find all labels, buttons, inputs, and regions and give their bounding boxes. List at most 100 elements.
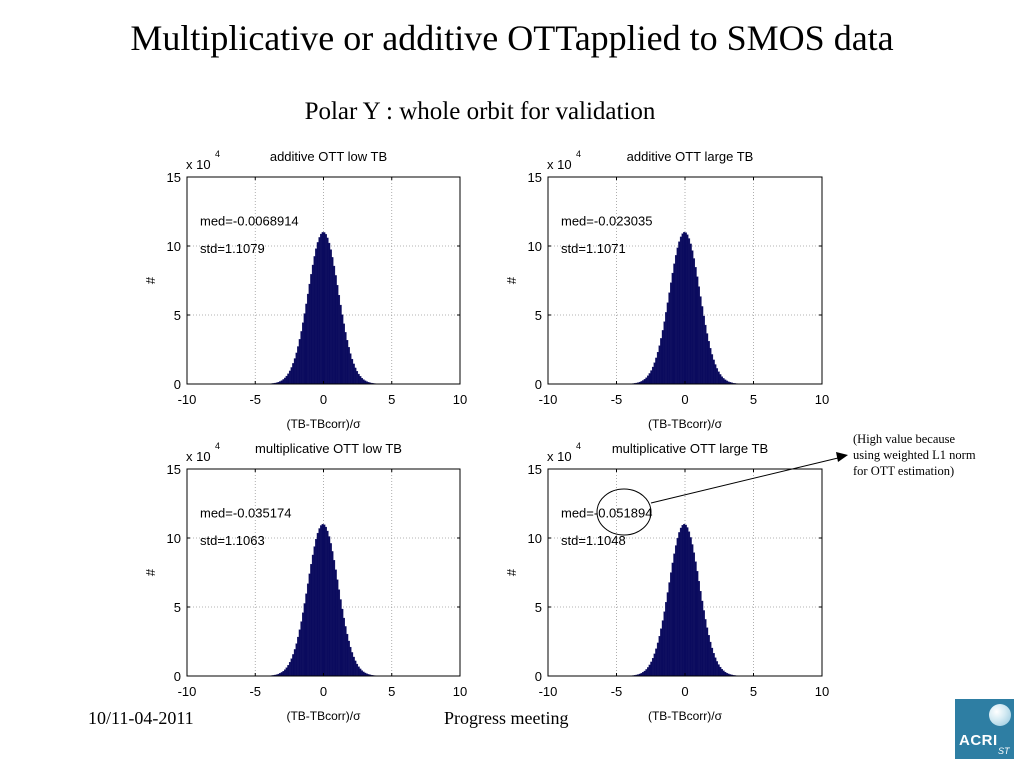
histogram-bar bbox=[663, 611, 666, 677]
histogram-bar bbox=[688, 238, 691, 385]
histogram-bar bbox=[352, 656, 355, 677]
x-tick-label: -10 bbox=[539, 392, 558, 407]
histogram-bar bbox=[656, 642, 659, 677]
histogram-bar bbox=[683, 524, 686, 677]
x-tick-label: 0 bbox=[320, 392, 327, 407]
x-tick-label: 5 bbox=[388, 392, 395, 407]
x-tick-label: -10 bbox=[178, 392, 197, 407]
histogram-bar bbox=[722, 670, 725, 677]
histogram-bar bbox=[293, 649, 296, 677]
histogram-bar bbox=[298, 339, 301, 385]
histogram-bar bbox=[673, 553, 676, 677]
histogram-bar bbox=[674, 255, 677, 385]
histogram-bar bbox=[311, 264, 314, 385]
histogram-bar bbox=[719, 666, 722, 677]
histogram-bar bbox=[285, 667, 288, 677]
histogram-bar bbox=[717, 664, 720, 677]
histogram-bar bbox=[339, 599, 342, 677]
histogram-bar bbox=[642, 672, 645, 677]
histogram-bar bbox=[329, 543, 332, 677]
histogram-bar bbox=[653, 362, 656, 385]
scale-factor-label: x 10 bbox=[186, 449, 211, 464]
histogram-bar bbox=[679, 236, 682, 385]
histogram-bar bbox=[290, 367, 293, 385]
annotation-line-2: using weighted L1 norm bbox=[853, 448, 976, 462]
x-axis-label: (TB-TBcorr)/σ bbox=[286, 417, 361, 431]
histogram-bar bbox=[349, 646, 352, 677]
chart-title: additive OTT low TB bbox=[270, 149, 387, 164]
histogram-bar bbox=[683, 232, 686, 385]
histogram-bar bbox=[668, 582, 671, 677]
histogram-bar bbox=[302, 322, 304, 385]
histogram-bar bbox=[651, 658, 654, 677]
histogram-bar bbox=[354, 367, 357, 385]
histogram-bar bbox=[699, 591, 702, 677]
histogram-bar bbox=[698, 286, 700, 385]
histogram-bar bbox=[691, 544, 694, 677]
histogram-bar bbox=[650, 661, 653, 677]
histogram-bar bbox=[704, 324, 707, 385]
x-tick-label: 5 bbox=[750, 684, 757, 699]
histogram-bar bbox=[678, 532, 681, 677]
histogram-bar bbox=[724, 671, 727, 677]
histogram-bar bbox=[331, 551, 334, 677]
histogram-bar bbox=[338, 589, 341, 677]
histogram-bar bbox=[354, 660, 357, 677]
histogram-bar bbox=[684, 232, 687, 385]
histogram-bar bbox=[310, 564, 313, 677]
y-tick-label: 10 bbox=[167, 239, 181, 254]
histogram-bar bbox=[351, 358, 354, 385]
histogram-bar bbox=[686, 527, 689, 677]
histogram-bar bbox=[321, 232, 324, 385]
x-tick-label: -5 bbox=[611, 392, 623, 407]
histogram-bar bbox=[689, 243, 692, 385]
histogram-bar bbox=[656, 352, 659, 385]
scale-factor-label: x 10 bbox=[186, 157, 211, 172]
histogram-bar bbox=[655, 357, 658, 385]
histogram-bar bbox=[287, 665, 290, 677]
y-tick-label: 15 bbox=[528, 462, 542, 477]
histogram-bar bbox=[691, 250, 694, 385]
histogram-bar bbox=[320, 233, 323, 385]
histogram-bar bbox=[679, 527, 682, 677]
histogram-bar bbox=[351, 652, 354, 677]
histogram-bar bbox=[306, 293, 309, 385]
histogram-bar bbox=[668, 292, 671, 385]
histogram-bar bbox=[288, 370, 291, 385]
histogram-bar bbox=[719, 374, 722, 385]
histogram-bar bbox=[671, 272, 674, 385]
histogram-bar bbox=[645, 377, 648, 385]
annotation-line-3: for OTT estimation) bbox=[853, 464, 955, 478]
histogram-bar bbox=[724, 379, 727, 385]
annotation-note: (High value because using weighted L1 no… bbox=[853, 431, 1023, 479]
histogram-bar bbox=[315, 539, 318, 677]
histogram-bar bbox=[721, 669, 723, 677]
histogram-bar bbox=[362, 671, 365, 677]
histogram-bar bbox=[651, 366, 654, 385]
histogram-bar bbox=[308, 283, 311, 385]
histogram-bar bbox=[717, 371, 720, 385]
histogram-bar bbox=[349, 353, 352, 385]
histogram-bar bbox=[311, 554, 314, 677]
histogram-bar bbox=[295, 643, 298, 677]
histogram-bar bbox=[320, 525, 323, 677]
histogram-bar bbox=[722, 378, 725, 385]
histogram-bar bbox=[313, 546, 316, 677]
x-tick-label: 0 bbox=[681, 684, 688, 699]
histogram-bar bbox=[721, 376, 723, 385]
median-label: med=-0.0068914 bbox=[200, 213, 299, 228]
slide-title: Multiplicative or additive OTTapplied to… bbox=[130, 18, 894, 58]
histogram-bar bbox=[714, 657, 717, 677]
y-tick-label: 5 bbox=[535, 308, 542, 323]
histogram-bar bbox=[706, 333, 709, 385]
histogram-bar bbox=[359, 668, 362, 677]
histogram-bar bbox=[661, 620, 664, 677]
histogram-bar bbox=[305, 593, 308, 677]
y-axis-label: # bbox=[143, 276, 158, 284]
histogram-bar bbox=[321, 524, 324, 677]
annotation-arrow-head bbox=[836, 452, 848, 462]
x-axis-label: (TB-TBcorr)/σ bbox=[286, 709, 361, 723]
logo-subtext: ST bbox=[998, 746, 1010, 756]
histogram-bar bbox=[336, 285, 339, 385]
histogram-bar bbox=[287, 373, 290, 385]
